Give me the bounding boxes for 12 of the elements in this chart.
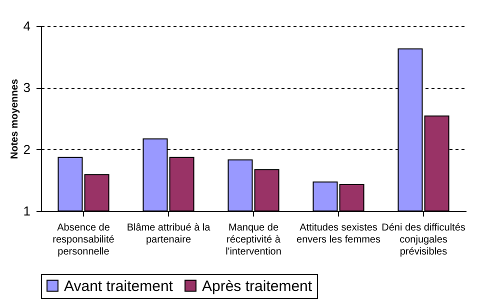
x-tick-label: Déni des difficultés conjugales prévisibles	[382, 222, 466, 258]
legend-label: Après traitement	[202, 278, 313, 295]
x-tick-label: Attitudes sexistes envers les femmes	[296, 222, 380, 246]
y-tick-label: 4	[23, 18, 30, 34]
legend-label: Avant traitement	[64, 278, 174, 295]
x-tick-label: Blâme attribué à la partenaire	[126, 222, 211, 246]
y-tick-label: 3	[23, 80, 30, 96]
y-tick-label: 1	[23, 204, 30, 218]
x-tick-label: Manque de réceptivité à l'intervention	[226, 222, 282, 258]
x-tick-label: Absence de responsabilité personnelle	[52, 222, 115, 258]
y-tick-label: 2	[23, 142, 30, 157]
y-axis-title: Notes moyennes	[9, 78, 20, 160]
